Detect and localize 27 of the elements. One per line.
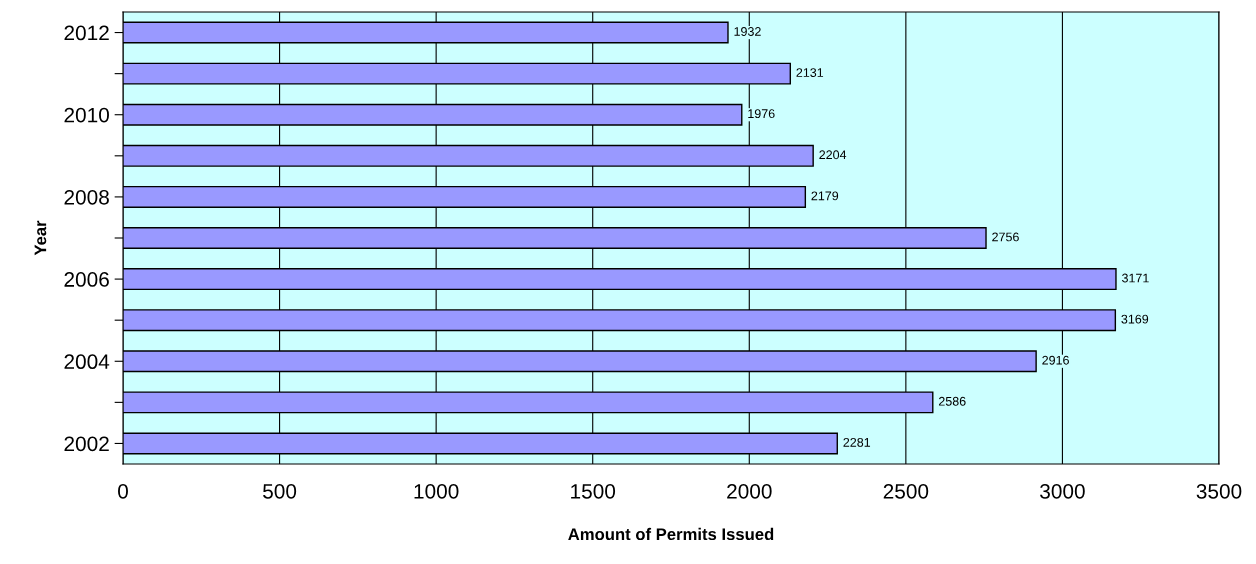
x-tick-label: 3500: [1196, 483, 1242, 499]
data-label: 3171: [1122, 273, 1149, 283]
data-label: 2131: [796, 68, 824, 77]
data-label: 2204: [819, 150, 847, 160]
data-label: 2586: [938, 396, 966, 406]
data-label: 2916: [1042, 355, 1069, 365]
data-label: 2756: [992, 232, 1019, 242]
data-label: 2179: [811, 191, 839, 201]
data-label: 1976: [748, 109, 775, 119]
x-tick-label: 1500: [571, 483, 616, 499]
y-tick-label: 2010: [64, 107, 109, 123]
x-tick-label: 2500: [883, 483, 929, 499]
y-tick-label: 2006: [64, 272, 109, 287]
y-tick-label: 2002: [64, 436, 109, 452]
y-axis-title: Year: [34, 220, 47, 256]
x-tick-label: 500: [263, 483, 297, 499]
x-axis-title: Amount of Permits Issued: [568, 527, 774, 541]
data-label: 3169: [1121, 314, 1149, 324]
y-tick-label: 2012: [64, 25, 109, 41]
x-tick-label: 3000: [1040, 483, 1085, 499]
y-tick-label: 2008: [64, 189, 109, 205]
y-tick-label: 2004: [64, 354, 110, 370]
x-tick-label: 2000: [727, 483, 772, 499]
x-tick-label: 1000: [414, 483, 459, 499]
x-tick-label: 0: [118, 483, 128, 499]
data-label: 1932: [734, 27, 761, 36]
data-label: 2281: [843, 437, 871, 447]
